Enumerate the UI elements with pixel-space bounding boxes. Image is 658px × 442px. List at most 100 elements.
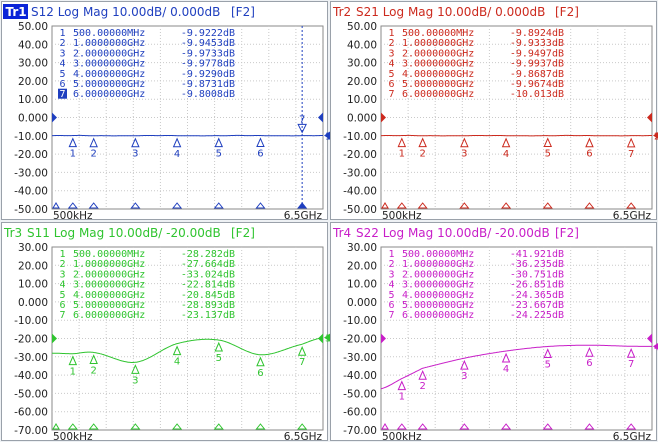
y-tick-label: -20.00 <box>14 334 48 346</box>
marker-table-value: -23.137dB <box>181 310 235 321</box>
marker-4[interactable]: 4 <box>172 345 183 430</box>
reference-level-arrow[interactable] <box>52 333 57 344</box>
marker-4[interactable]: 4 <box>172 137 183 209</box>
marker-number: 4 <box>174 149 180 160</box>
x-stop-label: 6.5GHz <box>613 431 652 442</box>
marker-symbol <box>460 137 469 148</box>
marker-symbol <box>172 345 182 356</box>
marker-1[interactable]: 1 <box>396 137 407 209</box>
marker-1[interactable]: 1 <box>67 355 78 430</box>
marker-number: 3 <box>132 375 138 386</box>
marker-7[interactable]: 7 <box>297 26 308 209</box>
marker-table-value: -41.921dB <box>510 249 564 260</box>
marker-4[interactable]: 4 <box>501 137 512 209</box>
marker-symbol <box>543 137 553 148</box>
trace-format-label: [F2] <box>231 5 255 19</box>
marker-symbol <box>626 347 636 358</box>
trace-end-number: 4 <box>654 342 658 353</box>
marker-table-frequency: 6.0000000GHz <box>73 89 145 100</box>
marker-4[interactable]: 4 <box>501 352 512 430</box>
marker-table-number: 5 <box>59 69 65 80</box>
marker-3[interactable]: 3 <box>130 364 141 430</box>
marker-number: 7 <box>299 114 305 125</box>
selected-marker-highlight[interactable] <box>58 88 67 99</box>
marker-5[interactable]: 5 <box>213 137 224 209</box>
start-marker-icon <box>381 423 389 430</box>
marker-table-number: 1 <box>388 249 394 260</box>
y-tick-label: -50.00 <box>343 388 377 400</box>
reference-level-arrow-right[interactable] <box>318 112 323 123</box>
stimulus-marker-icon <box>297 202 308 209</box>
stimulus-marker-icon <box>130 423 141 430</box>
stimulus-marker-icon <box>67 202 78 209</box>
marker-2[interactable]: 2 <box>88 137 99 209</box>
marker-number: 4 <box>503 149 509 160</box>
y-tick-label: 10.00 <box>347 279 377 291</box>
marker-2[interactable]: 2 <box>417 137 428 209</box>
marker-3[interactable]: 3 <box>130 137 141 209</box>
marker-number: 2 <box>90 366 96 377</box>
marker-table-frequency: 2.0000000GHz <box>73 48 145 59</box>
y-tick-label: -20.00 <box>14 149 48 161</box>
y-tick-label: 20.00 <box>18 76 48 88</box>
trace-title: S11 Log Mag 10.00dB/ -20.00dB <box>27 226 221 240</box>
marker-table-frequency: 2.0000000GHz <box>73 269 145 280</box>
y-tick-label: 0.000 <box>18 113 48 125</box>
y-tick-label: -40.00 <box>14 186 48 198</box>
marker-5[interactable]: 5 <box>542 348 553 430</box>
marker-number: 5 <box>216 149 222 160</box>
marker-table-value: -9.9733dB <box>181 48 235 59</box>
trace-panel-tr2[interactable]: Tr2 S21 Log Mag 10.00dB/ 0.000dB [F2]50.00… <box>330 1 658 223</box>
marker-1[interactable]: 1 <box>67 137 78 209</box>
x-start-label: 500kHz <box>53 431 93 442</box>
marker-6[interactable]: 6 <box>255 137 266 209</box>
y-tick-label: 30.00 <box>18 58 48 70</box>
marker-2[interactable]: 2 <box>417 369 428 430</box>
marker-7[interactable]: 7 <box>297 345 308 430</box>
trace-panel-tr3[interactable]: Tr3 S11 Log Mag 10.00dB/ -20.00dB [F2]30.0… <box>1 222 332 442</box>
reference-level-arrow[interactable] <box>381 112 386 123</box>
trace-panel-tr4[interactable]: Tr4 S22 Log Mag 10.00dB/ -20.00dB [F2]30.0… <box>330 222 658 442</box>
marker-table-frequency: 500.00000MHz <box>402 249 474 260</box>
marker-table-frequency: 4.0000000GHz <box>402 69 474 80</box>
marker-5[interactable]: 5 <box>542 137 553 209</box>
marker-1[interactable]: 1 <box>396 380 407 430</box>
marker-6[interactable]: 6 <box>584 346 595 430</box>
start-marker-icon <box>381 202 389 209</box>
marker-symbol <box>89 354 98 365</box>
y-tick-label: -10.00 <box>343 131 377 143</box>
y-tick-label: 30.00 <box>18 242 48 254</box>
marker-table-value: -9.9497dB <box>510 48 564 59</box>
marker-table-number: 4 <box>388 59 394 70</box>
marker-number: 5 <box>545 359 551 370</box>
stimulus-marker-icon <box>88 423 99 430</box>
active-trace-badge[interactable] <box>3 4 28 19</box>
measurement-trace <box>51 134 323 137</box>
marker-5[interactable]: 5 <box>213 341 224 430</box>
marker-3[interactable]: 3 <box>459 359 470 430</box>
reference-level-arrow[interactable] <box>381 333 386 344</box>
reference-level-arrow-right[interactable] <box>647 333 652 344</box>
marker-table-number: 7 <box>388 89 394 100</box>
marker-table-number: 5 <box>388 290 394 301</box>
marker-6[interactable]: 6 <box>584 137 595 209</box>
marker-7[interactable]: 7 <box>626 347 637 430</box>
marker-number: 6 <box>257 149 263 160</box>
marker-3[interactable]: 3 <box>459 137 470 209</box>
trace-badge-label: Tr1 <box>6 5 27 19</box>
reference-level-arrow[interactable] <box>52 112 57 123</box>
stimulus-marker-icon <box>67 423 78 430</box>
marker-table-value: -9.9290dB <box>181 69 235 80</box>
trace-panel-tr1[interactable]: Tr1 S12 Log Mag 10.00dB/ 0.000dB [F2]50.00… <box>1 1 332 223</box>
stimulus-marker-icon <box>459 423 470 430</box>
marker-table-number: 5 <box>59 290 65 301</box>
reference-level-arrow-right[interactable] <box>647 112 652 123</box>
start-marker-icon <box>52 202 60 209</box>
marker-2[interactable]: 2 <box>88 354 99 430</box>
marker-7[interactable]: 7 <box>626 137 637 209</box>
marker-table-frequency: 500.00000MHz <box>73 28 145 39</box>
y-tick-label: 30.00 <box>347 58 377 70</box>
y-tick-label: 20.00 <box>347 76 377 88</box>
marker-6[interactable]: 6 <box>255 356 266 430</box>
